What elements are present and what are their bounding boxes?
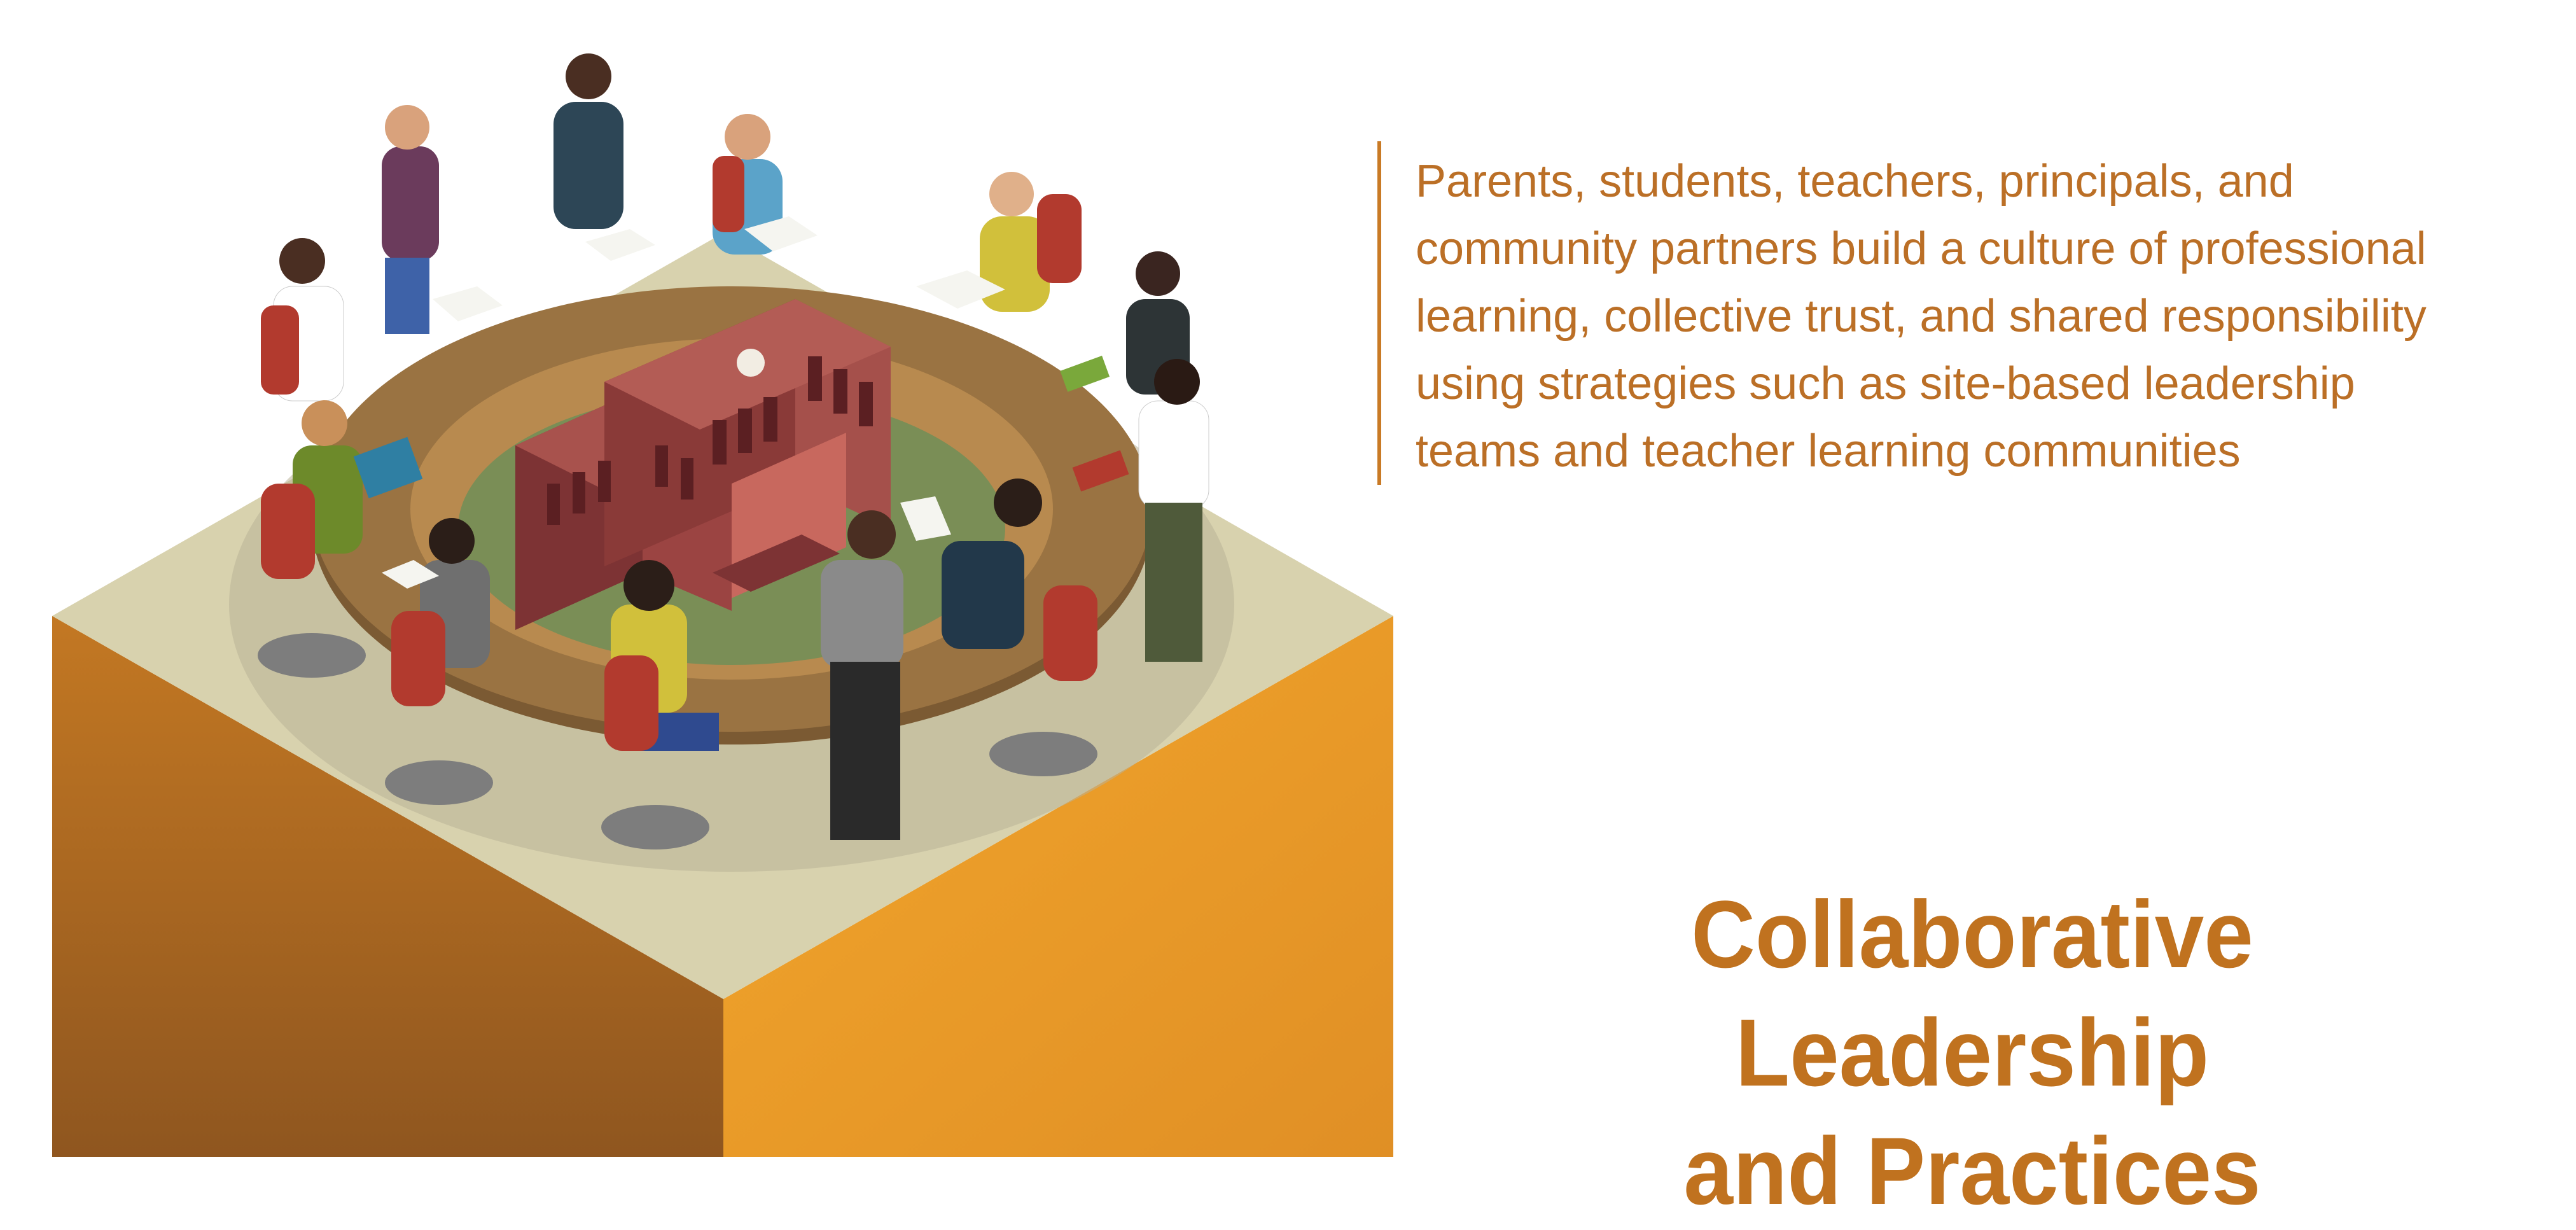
chair-bases (258, 633, 1097, 849)
paper-icon (382, 560, 439, 589)
book-icon (1060, 356, 1110, 392)
meeting-illustration (52, 53, 1393, 1157)
clock-icon (737, 349, 765, 377)
block-left-face (52, 616, 723, 1157)
description-line: using strategies such as site-based lead… (1416, 358, 2355, 409)
description-text: Parents, students, teachers, principals,… (1416, 148, 2497, 485)
text-divider-line (1377, 141, 1381, 485)
chair-icon (391, 611, 445, 706)
paper-icon (585, 229, 655, 261)
page-title: Collaborative Leadership and Practices (1546, 875, 2398, 1230)
chair-icon (1037, 194, 1082, 283)
person-icon (382, 105, 439, 334)
chair-icon (261, 484, 315, 579)
people-around-table (273, 53, 1209, 840)
block-right-face (723, 616, 1393, 1157)
paper-icon (916, 270, 1005, 309)
laptop-icon (353, 437, 423, 499)
book-icon (1072, 450, 1129, 492)
paper-icon (900, 496, 951, 541)
chair-icon (713, 156, 744, 232)
person-icon (821, 510, 903, 840)
chair-icon (1043, 585, 1097, 681)
description-line: learning, collective trust, and shared r… (1416, 291, 2426, 342)
office-chairs (261, 156, 1097, 751)
chair-icon (604, 655, 658, 751)
paper-icon (433, 286, 503, 321)
table-papers (382, 216, 1005, 589)
title-line: and Practices (1683, 1117, 2261, 1224)
school-building-icon (515, 299, 891, 630)
person-icon (1138, 359, 1209, 662)
paper-icon (744, 216, 818, 251)
chair-icon (261, 305, 299, 395)
person-icon (553, 53, 623, 229)
person-icon (942, 479, 1042, 649)
description-line: community partners build a culture of pr… (1416, 223, 2426, 274)
description-line: teams and teacher learning communities (1416, 426, 2241, 477)
title-line: Collaborative Leadership (1691, 881, 2253, 1106)
description-line: Parents, students, teachers, principals,… (1416, 156, 2294, 207)
